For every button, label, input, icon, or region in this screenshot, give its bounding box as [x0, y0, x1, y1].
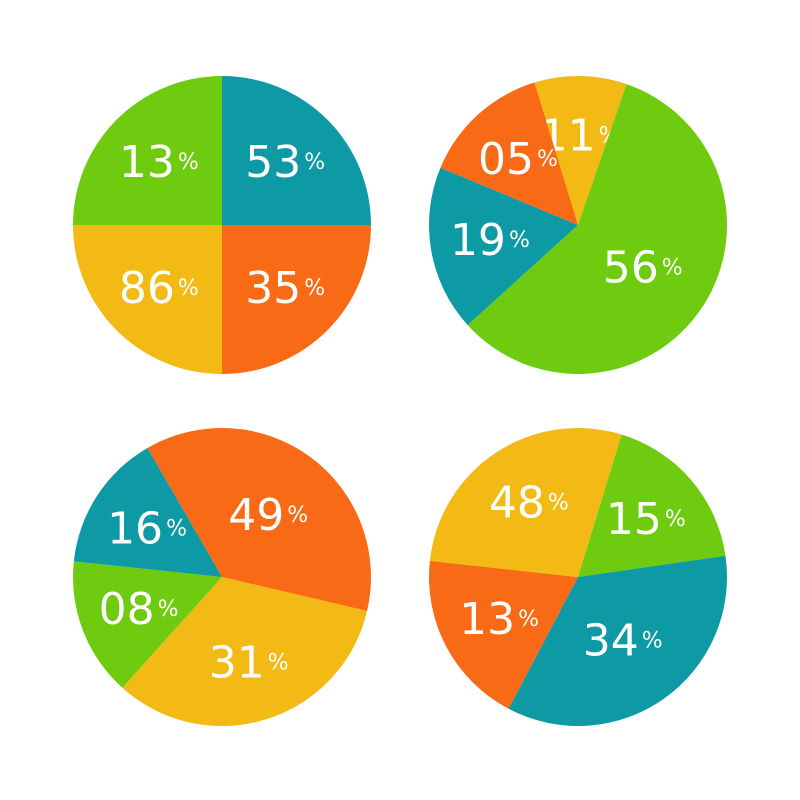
slice-label-value: 08 [99, 584, 155, 635]
slice-label-percent: % [178, 276, 199, 301]
slice-label-percent: % [158, 597, 179, 622]
pie-slice [428, 167, 578, 326]
slice-label-percent: % [287, 502, 308, 527]
slice-label: 05% [478, 133, 558, 184]
slice-label-percent: % [509, 228, 530, 253]
pie-slice [222, 225, 371, 374]
slice-label-value: 35 [245, 263, 301, 314]
pie-chart-2: 11%56%19%05% [428, 75, 727, 374]
slice-label-percent: % [518, 606, 539, 631]
pie-slice [73, 76, 222, 225]
slice-label: 19% [450, 215, 530, 266]
slice-label-value: 31 [209, 637, 265, 688]
pie-slice [440, 82, 578, 225]
slice-label: 13% [119, 136, 199, 187]
pie-slice [467, 84, 727, 374]
slice-label-value: 49 [228, 489, 284, 540]
slice-label: 34% [583, 615, 663, 666]
slice-label-value: 13 [459, 593, 515, 644]
slice-label-percent: % [642, 628, 663, 653]
slice-label-percent: % [662, 255, 683, 280]
slice-label: 53% [245, 136, 325, 187]
slice-label-percent: % [178, 149, 199, 174]
pie-slice [508, 555, 728, 726]
slice-label-value: 34 [583, 615, 639, 666]
slice-label-percent: % [166, 516, 187, 541]
slice-label-percent: % [268, 650, 289, 675]
slice-label-value: 53 [245, 136, 301, 187]
slice-label-value: 86 [119, 263, 175, 314]
slice-label: 15% [606, 493, 686, 544]
pie-slice [147, 427, 372, 612]
pie-slice [73, 225, 222, 374]
slice-label-value: 56 [603, 242, 659, 293]
pie-slice [72, 561, 222, 688]
slice-label-percent: % [548, 490, 569, 515]
slice-label-percent: % [304, 276, 325, 301]
slice-label: 35% [245, 263, 325, 314]
slice-label: 13% [459, 593, 539, 644]
slice-label-value: 19 [450, 215, 506, 266]
pie-slice [73, 447, 222, 577]
pie-chart-4: 15 %34 %13 %48% [429, 428, 728, 726]
pie-slice [534, 75, 627, 225]
slice-label: 86% [119, 263, 199, 314]
pie-slice [578, 434, 726, 577]
slice-label: 49% [228, 489, 308, 540]
pie-slice [429, 428, 622, 577]
slice-label-value: 48 [489, 477, 545, 528]
slice-label-percent: % [304, 149, 325, 174]
slice-label-value: 13 [119, 136, 175, 187]
slice-label-value: 05 [478, 133, 534, 184]
slice-label: 48% [489, 477, 569, 528]
pie-slice [222, 76, 371, 225]
slice-label-percent: % [665, 506, 686, 531]
slice-label-percent: % [537, 146, 558, 171]
pie-chart-3: 49 %31 %08 %16% [72, 427, 372, 727]
slice-label-value: 15 [606, 493, 662, 544]
slice-label: 16% [107, 503, 187, 554]
slice-label: 56% [603, 242, 683, 293]
pie-chart-1: 53 %35 %86 %13% [73, 76, 371, 374]
slice-label: 31% [209, 637, 289, 688]
slice-label-value: 16 [107, 503, 163, 554]
slice-label: 08% [99, 584, 179, 635]
pie-slice [429, 560, 578, 709]
pie-slice [122, 577, 368, 727]
